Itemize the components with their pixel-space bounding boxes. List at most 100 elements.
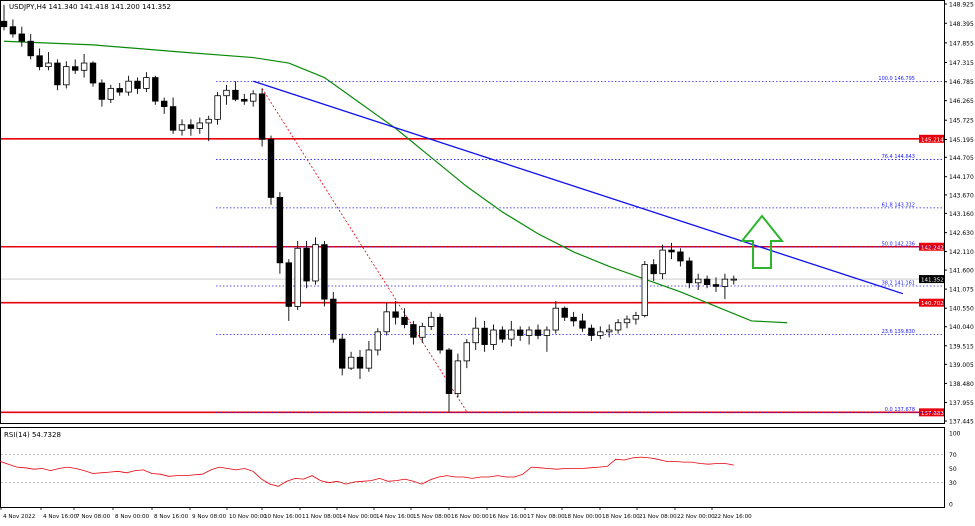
fib-label: 61.8 143.312	[882, 202, 915, 208]
candle-body	[454, 360, 462, 394]
x-tick-label: 17 Nov 08:00	[527, 514, 565, 520]
candle-body	[695, 278, 702, 284]
y-tick-label: 147.855	[949, 40, 974, 47]
candle-body	[347, 356, 355, 369]
y-tick-label: 140.550	[949, 306, 974, 313]
current-price-tag	[919, 275, 944, 284]
candle-body	[570, 316, 577, 322]
x-tick-label: 14 Nov 00:00	[339, 514, 377, 520]
candle-body	[588, 327, 595, 336]
y-tick-label: 137.955	[949, 400, 974, 407]
candle-body	[98, 82, 106, 100]
candle-body	[508, 329, 515, 340]
level-price-label: 142.242	[921, 245, 944, 251]
candle-body	[641, 264, 648, 316]
candle-body	[116, 88, 123, 93]
y-tick-label: 146.265	[949, 98, 974, 105]
x-tick-label: 16 Nov 00:00	[451, 514, 489, 520]
candle-body	[552, 307, 559, 331]
candle-body	[543, 329, 551, 336]
y-tick-label: 139.515	[949, 343, 974, 350]
rsi-line	[0, 456, 734, 487]
level-price-label: 137.683	[921, 411, 944, 417]
candle-body	[107, 88, 114, 100]
x-tick-label: 21 Nov 08:00	[639, 514, 677, 520]
candle-body	[285, 262, 292, 307]
fib-label: 23.6 139.830	[882, 329, 915, 335]
y-tick-label: 139.005	[949, 362, 974, 369]
candle-body	[54, 62, 61, 86]
y-tick-label: 140.040	[949, 324, 974, 331]
rsi-title: RSI(14) 54.7328	[4, 431, 61, 439]
x-tick-label: 18 Nov 00:00	[564, 514, 602, 520]
candle-body	[481, 327, 488, 345]
y-tick-label: 144.170	[949, 174, 974, 181]
x-tick-label: 14 Nov 16:00	[376, 514, 414, 520]
candle-body	[606, 329, 613, 333]
candle-body	[383, 311, 390, 333]
candle-body	[721, 278, 729, 287]
candle-body	[534, 329, 542, 336]
candle-body	[427, 316, 435, 327]
main-panel	[0, 0, 945, 424]
candle-body	[436, 316, 444, 351]
rsi-tick-label: 70	[949, 452, 957, 459]
candle-body	[267, 138, 275, 198]
candle-body	[232, 89, 239, 100]
candle-body	[9, 26, 17, 35]
candle-body	[214, 95, 221, 120]
y-tick-label: 142.630	[949, 230, 974, 237]
candle-body	[374, 331, 381, 351]
x-tick-label: 15 Nov 08:00	[413, 514, 451, 520]
candle-body	[730, 278, 737, 281]
rsi-panel	[0, 427, 945, 508]
candle-body	[401, 316, 408, 325]
x-tick-label: 22 Nov 16:00	[714, 514, 752, 520]
candle-body	[472, 327, 479, 344]
candle-body	[419, 325, 426, 338]
y-tick-label: 141.600	[949, 268, 974, 275]
candle-body	[579, 320, 586, 329]
level-price-label: 145.214	[921, 137, 944, 143]
y-tick-label: 137.445	[949, 419, 974, 426]
candle-body	[321, 244, 328, 300]
candle-body	[0, 20, 8, 28]
y-tick-label: 145.725	[949, 118, 974, 125]
y-tick-label: 143.160	[949, 211, 974, 218]
candle-body	[36, 55, 43, 68]
candle-body	[525, 329, 533, 336]
candle-body	[365, 349, 373, 369]
candle-body	[27, 40, 34, 57]
candle-body	[160, 100, 168, 108]
y-tick-label: 147.315	[949, 60, 974, 67]
candle-body	[623, 318, 631, 324]
candle-body	[703, 278, 711, 286]
candle-body	[258, 93, 266, 140]
y-tick-label: 145.195	[949, 137, 974, 144]
candle-body	[712, 284, 720, 287]
candle-body	[45, 62, 52, 68]
candle-body	[223, 89, 230, 97]
fib-label: 0.0 137.678	[885, 407, 915, 413]
candle-body	[241, 98, 248, 102]
x-tick-label: 4 Nov 2022	[3, 514, 35, 520]
y-tick-label: 143.670	[949, 192, 974, 199]
y-tick-label: 141.075	[949, 287, 974, 294]
candle-body	[561, 307, 568, 318]
candle-body	[303, 247, 310, 282]
candle-body	[152, 77, 159, 102]
candle-body	[169, 106, 177, 131]
y-tick-label: 148.925	[949, 2, 974, 9]
candle-body	[650, 264, 657, 275]
up-arrow-icon	[739, 214, 785, 269]
chart-title: USDJPY,H4 141.340 141.418 141.200 141.35…	[9, 3, 171, 11]
candle-body	[686, 260, 693, 284]
y-tick-label: 142.110	[949, 249, 974, 256]
y-tick-label: 146.785	[949, 79, 974, 86]
x-tick-label: 7 Nov 08:00	[76, 514, 111, 520]
fib-label: 100.0 146.795	[878, 76, 915, 82]
candle-body	[356, 356, 364, 369]
candle-body	[205, 118, 212, 124]
